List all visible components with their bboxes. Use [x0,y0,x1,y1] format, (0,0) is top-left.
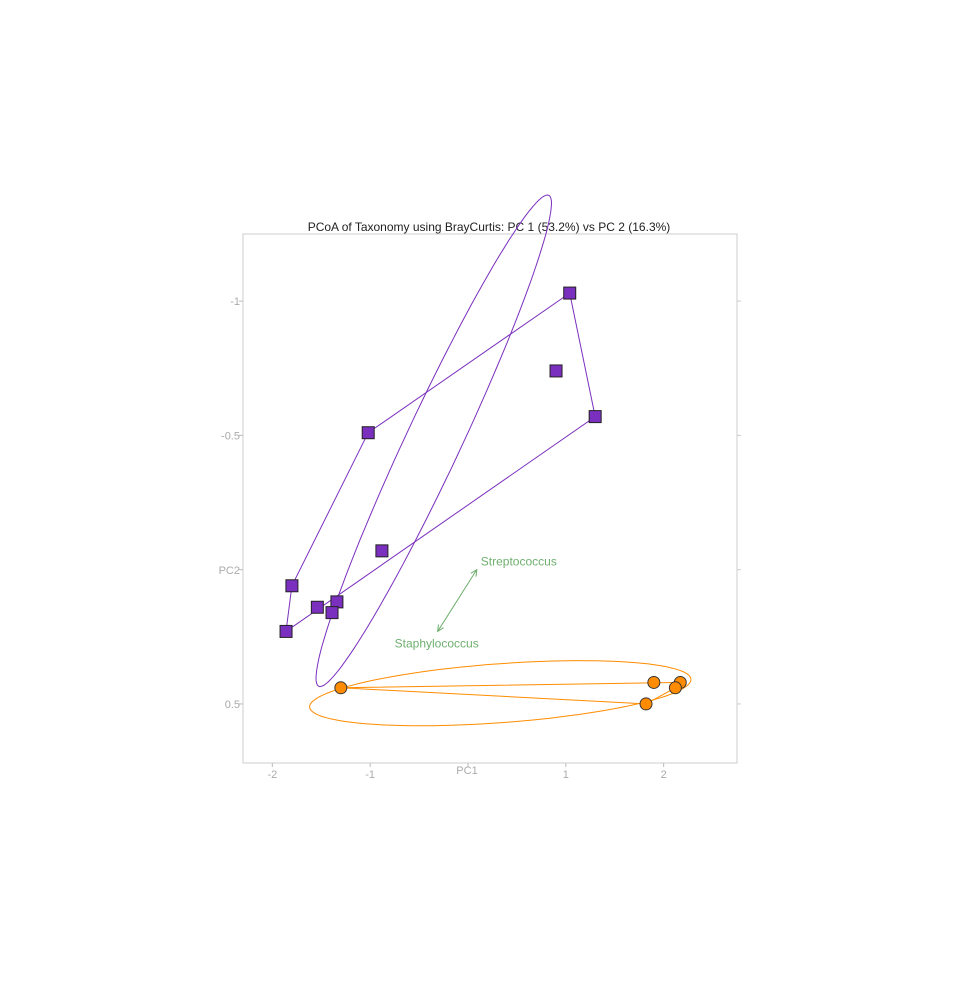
plot-frame [242,233,738,764]
series-0-hull [285,292,596,633]
series-0-point [325,606,339,620]
series-0-point [375,544,389,558]
x-tick-label: 1 [563,769,569,781]
series-1-point [668,681,682,695]
axes-layer: -2 -1 1 2 -1 -0.5 0.5 [221,296,741,781]
y-tick-label: -1 [230,296,240,308]
series-0-point [361,426,375,440]
x-axis-label: PC1 [456,765,477,777]
series-0-point [310,600,324,614]
x-tick-label: 2 [661,769,667,781]
series-1-point [647,675,661,689]
hull-layer [285,292,682,705]
biplot-arrowhead [437,624,444,633]
points-layer [279,286,687,711]
chart-title: PCoA of Taxonomy using BrayCurtis: PC 1 … [308,220,671,234]
series-0-ellipse [315,194,553,688]
biplot-layer: Streptococcus Staphylococcus [395,555,557,651]
ellipse-layer [309,194,692,727]
y-axis-label: PC2 [219,565,240,577]
series-1-point [334,681,348,695]
biplot-arrowhead [470,568,478,577]
series-1-ellipse [309,660,692,727]
series-0-point [549,364,563,378]
biplot-label-streptococcus: Streptococcus [481,555,557,569]
biplot-label-staphylococcus: Staphylococcus [395,636,479,650]
x-tick-label: -1 [365,769,375,781]
biplot-arrow-line [437,569,478,632]
series-1-hull [340,681,682,705]
series-0-point [279,624,293,638]
y-tick-label: -0.5 [221,430,240,442]
x-tick-label: -2 [267,769,277,781]
series-0-point [330,595,344,609]
series-0-point [563,286,577,300]
series-0-point [285,579,299,593]
series-0-point [588,410,602,424]
series-1-point [639,697,653,711]
y-tick-label: 0.5 [225,699,240,711]
